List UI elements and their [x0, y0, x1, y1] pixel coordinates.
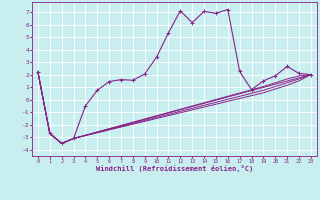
X-axis label: Windchill (Refroidissement éolien,°C): Windchill (Refroidissement éolien,°C): [96, 165, 253, 172]
